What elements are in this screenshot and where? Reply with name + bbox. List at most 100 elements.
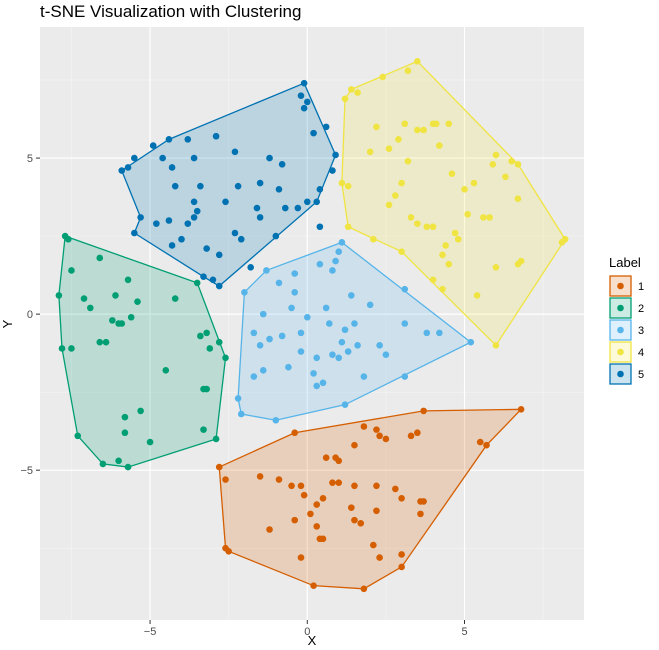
point-cluster-4: [379, 73, 387, 81]
point-cluster-1: [348, 504, 355, 511]
point-cluster-1: [417, 510, 424, 518]
point-cluster-4: [348, 86, 355, 93]
point-cluster-3: [291, 270, 299, 277]
point-cluster-4: [414, 126, 421, 134]
point-cluster-2: [137, 407, 144, 415]
point-cluster-4: [445, 260, 453, 268]
grid-lines: [40, 27, 584, 620]
axes: −5 0 5 −5 0 5: [20, 153, 467, 638]
legend-key-point-2: [617, 304, 624, 312]
point-cluster-2: [171, 295, 179, 302]
point-cluster-5: [310, 129, 317, 137]
point-cluster-3: [401, 285, 409, 293]
legend-key-point-1: [617, 282, 624, 290]
point-cluster-3: [401, 373, 409, 380]
point-cluster-4: [385, 201, 393, 209]
legend-label-3: 3: [638, 325, 644, 337]
point-cluster-1: [398, 494, 405, 502]
point-cluster-3: [376, 342, 383, 349]
point-cluster-1: [266, 526, 273, 533]
point-cluster-2: [99, 460, 107, 468]
point-cluster-1: [476, 438, 484, 446]
point-cluster-2: [121, 413, 129, 421]
point-cluster-1: [392, 485, 399, 493]
point-cluster-5: [300, 79, 308, 87]
point-cluster-5: [193, 207, 201, 215]
point-cluster-2: [203, 385, 210, 393]
point-cluster-4: [436, 142, 443, 149]
point-cluster-2: [124, 463, 132, 471]
point-cluster-5: [272, 232, 280, 240]
point-cluster-5: [215, 282, 223, 290]
point-cluster-4: [429, 276, 437, 284]
point-cluster-4: [558, 239, 566, 246]
point-cluster-5: [168, 164, 176, 171]
point-cluster-4: [492, 342, 500, 349]
point-cluster-1: [373, 482, 380, 490]
point-cluster-1: [307, 510, 314, 518]
y-axis-label: Y: [0, 319, 15, 328]
point-cluster-4: [420, 126, 427, 134]
point-cluster-4: [439, 251, 446, 259]
point-cluster-1: [351, 516, 358, 524]
point-cluster-4: [398, 179, 405, 187]
point-cluster-5: [253, 204, 261, 212]
x-tick-label: −5: [144, 626, 157, 638]
point-cluster-1: [335, 479, 343, 486]
point-cluster-4: [514, 195, 522, 202]
point-cluster-1: [376, 432, 383, 440]
point-cluster-1: [420, 407, 427, 415]
point-cluster-4: [470, 179, 478, 187]
point-cluster-3: [325, 320, 333, 327]
point-cluster-4: [373, 123, 380, 131]
point-cluster-4: [442, 242, 449, 249]
point-cluster-3: [266, 335, 273, 343]
point-cluster-4: [398, 248, 405, 256]
point-cluster-4: [486, 214, 493, 221]
point-cluster-2: [162, 367, 170, 374]
point-cluster-2: [206, 345, 214, 352]
point-cluster-4: [461, 185, 468, 193]
point-cluster-3: [310, 370, 317, 377]
point-cluster-3: [256, 342, 264, 349]
point-cluster-4: [392, 192, 399, 199]
point-cluster-3: [297, 348, 305, 355]
point-cluster-2: [193, 279, 201, 287]
point-cluster-3: [344, 348, 352, 355]
point-cluster-1: [360, 585, 368, 593]
point-cluster-1: [351, 441, 358, 449]
point-cluster-5: [234, 182, 242, 190]
point-cluster-1: [297, 554, 305, 561]
point-cluster-5: [266, 154, 273, 162]
point-cluster-5: [215, 251, 223, 259]
plot-panel: [40, 27, 584, 620]
point-cluster-4: [407, 214, 415, 221]
point-cluster-2: [215, 338, 223, 346]
point-cluster-1: [291, 516, 299, 524]
point-cluster-5: [153, 220, 160, 227]
point-cluster-5: [209, 276, 217, 284]
point-cluster-3: [250, 329, 258, 337]
point-cluster-5: [237, 235, 245, 243]
legend: Label 1 2 3 4 5: [609, 255, 644, 385]
y-tick-label: −5: [20, 465, 33, 477]
point-cluster-3: [313, 354, 321, 362]
point-cluster-5: [165, 217, 173, 224]
point-cluster-3: [250, 373, 258, 380]
point-cluster-4: [464, 210, 471, 218]
point-cluster-2: [121, 429, 129, 437]
point-cluster-5: [165, 136, 173, 143]
point-cluster-5: [137, 214, 144, 221]
point-cluster-2: [134, 298, 141, 305]
point-cluster-2: [146, 438, 154, 446]
point-cluster-5: [256, 214, 264, 221]
point-cluster-4: [429, 223, 437, 231]
point-cluster-2: [200, 426, 207, 433]
point-cluster-2: [65, 235, 72, 243]
point-cluster-5: [329, 167, 336, 174]
point-cluster-4: [344, 182, 352, 190]
point-cluster-4: [492, 264, 500, 271]
point-cluster-5: [184, 136, 192, 143]
point-cluster-5: [247, 264, 254, 271]
